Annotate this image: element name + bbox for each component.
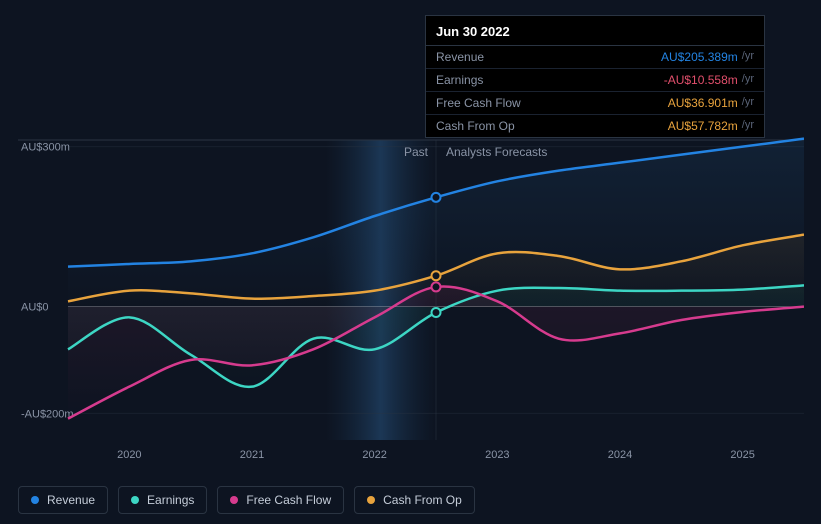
chart-legend: Revenue Earnings Free Cash Flow Cash From O…	[18, 486, 475, 514]
svg-text:2021: 2021	[240, 449, 264, 461]
chart-tooltip: Jun 30 2022 RevenueAU$205.389m/yrEarning…	[425, 15, 765, 138]
svg-text:2024: 2024	[608, 449, 632, 461]
tooltip-metric-value: AU$36.901m	[668, 96, 738, 110]
legend-item[interactable]: Free Cash Flow	[217, 486, 344, 514]
tooltip-row: Earnings-AU$10.558m/yr	[426, 69, 764, 92]
tooltip-metric-unit: /yr	[742, 96, 754, 110]
legend-item[interactable]: Earnings	[118, 486, 207, 514]
legend-dot-icon	[131, 496, 139, 504]
tooltip-row: RevenueAU$205.389m/yr	[426, 46, 764, 69]
svg-text:Analysts Forecasts: Analysts Forecasts	[446, 145, 547, 159]
chart-plot-area: AU$300m AU$0 -AU$200m Past Analysts Forecast…	[18, 120, 804, 470]
legend-item[interactable]: Revenue	[18, 486, 108, 514]
legend-label: Free Cash Flow	[246, 493, 331, 507]
legend-dot-icon	[367, 496, 375, 504]
svg-text:2025: 2025	[730, 449, 754, 461]
legend-dot-icon	[31, 496, 39, 504]
tooltip-metric-label: Revenue	[436, 50, 661, 64]
tooltip-metric-value: AU$57.782m	[668, 119, 738, 133]
tooltip-metric-label: Free Cash Flow	[436, 96, 668, 110]
svg-text:2023: 2023	[485, 449, 509, 461]
legend-label: Earnings	[147, 493, 194, 507]
svg-text:Past: Past	[404, 145, 429, 159]
svg-text:AU$300m: AU$300m	[21, 142, 70, 154]
tooltip-metric-unit: /yr	[742, 119, 754, 133]
svg-text:2022: 2022	[362, 449, 386, 461]
tooltip-metric-unit: /yr	[742, 73, 754, 87]
legend-item[interactable]: Cash From Op	[354, 486, 475, 514]
svg-text:AU$0: AU$0	[21, 302, 49, 314]
tooltip-date: Jun 30 2022	[426, 16, 764, 46]
svg-text:-AU$200m: -AU$200m	[21, 408, 74, 420]
tooltip-row: Free Cash FlowAU$36.901m/yr	[426, 92, 764, 115]
tooltip-metric-label: Earnings	[436, 73, 664, 87]
financials-chart: Jun 30 2022 RevenueAU$205.389m/yrEarning…	[0, 0, 821, 524]
legend-label: Cash From Op	[383, 493, 462, 507]
legend-dot-icon	[230, 496, 238, 504]
tooltip-metric-value: -AU$10.558m	[664, 73, 738, 87]
tooltip-metric-value: AU$205.389m	[661, 50, 738, 64]
legend-label: Revenue	[47, 493, 95, 507]
tooltip-metric-label: Cash From Op	[436, 119, 668, 133]
svg-text:2020: 2020	[117, 449, 141, 461]
tooltip-row: Cash From OpAU$57.782m/yr	[426, 115, 764, 137]
tooltip-metric-unit: /yr	[742, 50, 754, 64]
